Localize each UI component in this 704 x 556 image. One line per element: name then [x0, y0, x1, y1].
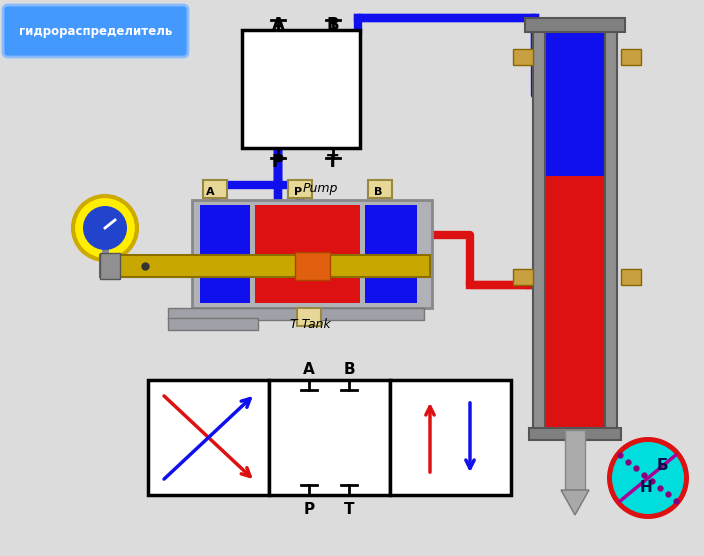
Polygon shape	[561, 490, 589, 515]
Text: гидрораспределитель: гидрораспределитель	[19, 24, 172, 37]
Bar	[288, 180, 312, 198]
Text: B: B	[374, 187, 382, 197]
Bar	[168, 318, 258, 330]
Bar	[200, 205, 250, 303]
Text: P: P	[272, 153, 284, 171]
Text: T: T	[327, 153, 339, 171]
Text: A: A	[206, 187, 214, 197]
Circle shape	[612, 442, 684, 514]
Text: A: A	[303, 363, 315, 378]
Bar	[605, 20, 617, 430]
Bar	[565, 430, 585, 490]
Bar	[203, 180, 227, 198]
Text: Н: Н	[640, 480, 653, 495]
Text: B: B	[327, 16, 339, 34]
Bar	[513, 269, 533, 285]
FancyBboxPatch shape	[3, 5, 188, 57]
Bar	[368, 180, 392, 198]
Bar	[390, 380, 511, 495]
Text: T: T	[344, 502, 354, 517]
Text: T Tank: T Tank	[289, 319, 330, 331]
Text: B: B	[343, 363, 355, 378]
Bar	[365, 205, 417, 303]
Bar	[148, 380, 269, 495]
Bar	[192, 200, 432, 308]
Bar	[255, 205, 360, 303]
Circle shape	[83, 206, 127, 250]
Bar	[100, 255, 430, 277]
Bar	[168, 308, 424, 320]
Bar	[529, 428, 621, 440]
Circle shape	[73, 196, 137, 260]
Bar	[533, 20, 545, 430]
Text: P: P	[303, 502, 315, 517]
Bar	[297, 308, 321, 326]
Text: P: P	[294, 187, 302, 197]
Bar	[621, 269, 641, 285]
Text: A: A	[272, 16, 284, 34]
Text: Б: Б	[656, 459, 668, 474]
Circle shape	[607, 437, 689, 519]
Bar	[269, 380, 390, 495]
Bar	[242, 30, 360, 148]
Bar	[295, 252, 330, 280]
Bar	[525, 18, 625, 32]
Bar	[545, 20, 605, 176]
Bar	[100, 253, 120, 279]
Text: Pump: Pump	[302, 182, 338, 195]
Bar	[513, 49, 533, 65]
Bar	[545, 176, 605, 430]
Bar	[621, 49, 641, 65]
